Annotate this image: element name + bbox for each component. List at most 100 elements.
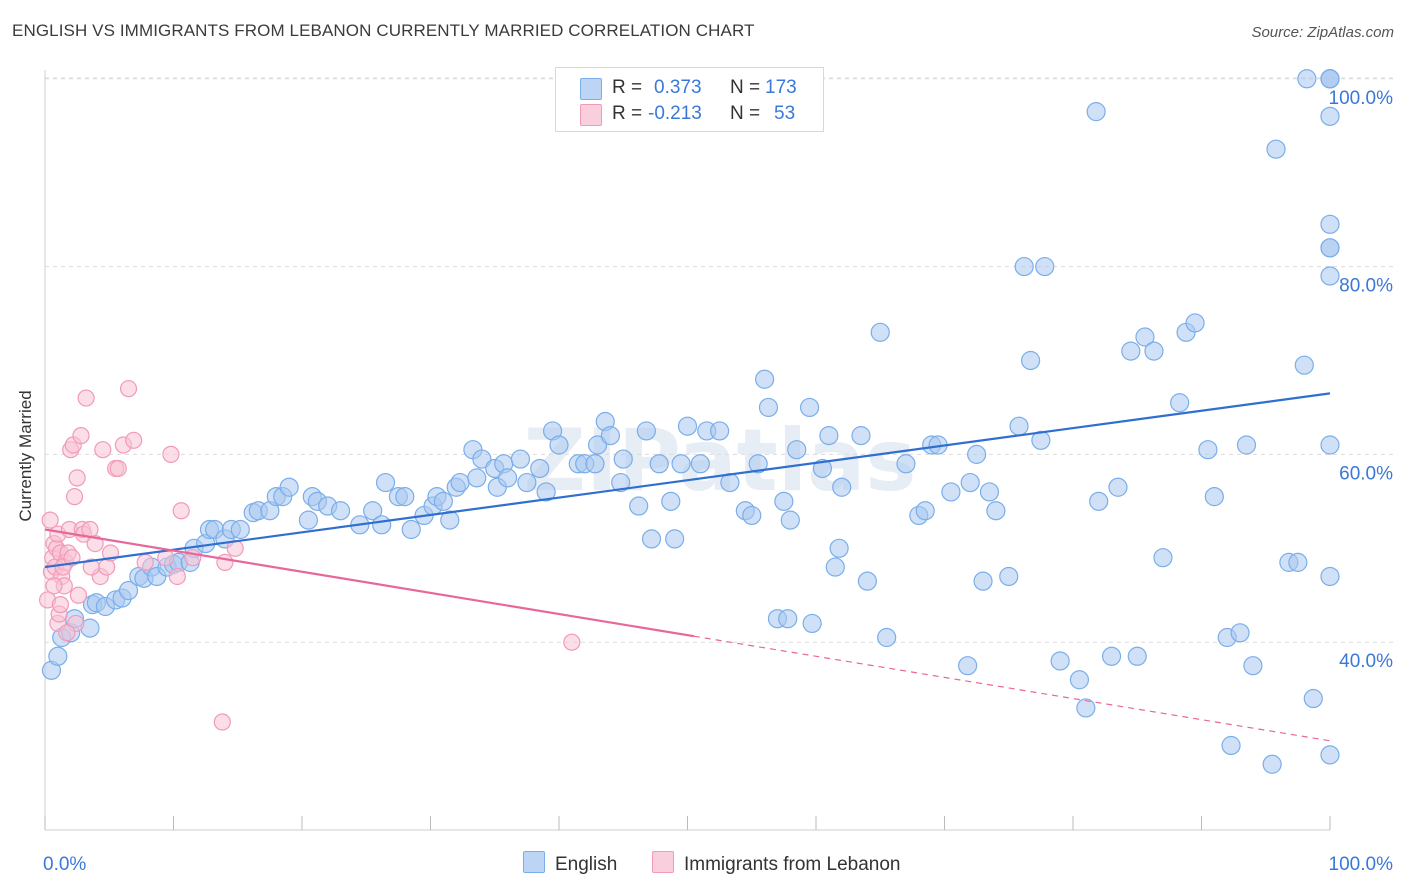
english-point bbox=[986, 501, 1006, 521]
english-point bbox=[1035, 256, 1055, 277]
bottom-legend-swatch-english bbox=[523, 851, 545, 873]
english-point bbox=[1204, 487, 1224, 507]
english-point bbox=[530, 458, 550, 479]
lebanon-point bbox=[72, 427, 90, 445]
lebanon-point bbox=[172, 502, 190, 520]
english-point bbox=[536, 482, 556, 502]
english-point bbox=[1153, 548, 1173, 568]
english-point bbox=[1009, 416, 1029, 436]
legend-n-value-english: 173 bbox=[765, 77, 797, 98]
english-point bbox=[611, 472, 631, 493]
english-point bbox=[941, 482, 961, 502]
english-point bbox=[1198, 440, 1218, 460]
legend-swatch-lebanon bbox=[580, 104, 602, 126]
english-point bbox=[758, 397, 779, 418]
lebanon-point bbox=[41, 511, 59, 529]
lebanon-point bbox=[98, 558, 116, 576]
english-point bbox=[118, 580, 139, 601]
english-point bbox=[1101, 646, 1122, 666]
english-point bbox=[1320, 69, 1340, 89]
english-point bbox=[748, 454, 768, 474]
english-point bbox=[802, 613, 822, 634]
y-axis-label: Currently Married bbox=[16, 390, 35, 522]
english-point bbox=[851, 426, 871, 446]
lebanon-point bbox=[58, 624, 76, 642]
english-point bbox=[1089, 491, 1109, 511]
english-point bbox=[677, 416, 698, 436]
english-point bbox=[1262, 754, 1282, 774]
lebanon-point bbox=[119, 380, 138, 398]
english-point bbox=[1297, 69, 1317, 89]
english-point bbox=[665, 529, 685, 549]
english-point bbox=[1320, 435, 1340, 455]
english-point bbox=[1221, 735, 1241, 756]
english-point bbox=[1303, 688, 1323, 709]
english-point bbox=[819, 426, 839, 446]
legend-r-label: R = bbox=[612, 103, 643, 124]
y-tick-label: 40.0% bbox=[1339, 651, 1393, 672]
english-point bbox=[973, 571, 993, 591]
english-point bbox=[1135, 327, 1155, 347]
source-label: Source: ZipAtlas.com bbox=[1251, 24, 1394, 41]
bottom-legend-english: English bbox=[523, 851, 617, 876]
english-point bbox=[1320, 745, 1340, 765]
lebanon-point bbox=[109, 459, 127, 478]
lebanon-point bbox=[162, 445, 180, 463]
bottom-legend-label-english: English bbox=[555, 854, 618, 875]
english-point bbox=[1121, 341, 1141, 361]
english-point bbox=[450, 472, 470, 493]
english-point bbox=[298, 510, 319, 530]
english-point bbox=[979, 482, 1000, 502]
lebanon-point bbox=[168, 567, 186, 586]
english-point bbox=[230, 519, 250, 540]
lebanon-point bbox=[563, 633, 581, 651]
english-point bbox=[1320, 266, 1340, 286]
legend-n-label: N = bbox=[730, 77, 761, 98]
english-point bbox=[467, 468, 487, 488]
english-point bbox=[1266, 139, 1286, 159]
english-point bbox=[549, 435, 569, 455]
bottom-legend-swatch-lebanon bbox=[652, 851, 674, 873]
english-point bbox=[671, 454, 691, 474]
english-point bbox=[629, 496, 649, 516]
y-tick-label: 100.0% bbox=[1329, 88, 1394, 109]
english-point bbox=[401, 519, 421, 540]
english-point bbox=[877, 627, 897, 648]
english-point bbox=[1320, 238, 1340, 258]
english-point bbox=[787, 440, 807, 460]
english-point bbox=[1230, 623, 1250, 643]
english-point bbox=[649, 454, 669, 474]
lebanon-point bbox=[136, 553, 154, 571]
english-point bbox=[742, 505, 762, 526]
lebanon-point bbox=[51, 596, 70, 614]
lebanon-trend-line bbox=[44, 528, 695, 638]
lebanon-point bbox=[77, 389, 95, 407]
english-point bbox=[1294, 355, 1314, 375]
english-point bbox=[636, 421, 656, 441]
english-point bbox=[498, 468, 518, 488]
english-point bbox=[710, 421, 730, 441]
lebanon-point bbox=[94, 441, 112, 459]
legend-r-value-english: 0.373 bbox=[654, 77, 702, 98]
x-tick-label: 0.0% bbox=[43, 854, 86, 875]
english-point bbox=[857, 571, 878, 591]
english-point bbox=[1050, 651, 1070, 671]
english-point bbox=[958, 656, 978, 676]
english-point bbox=[1144, 341, 1164, 361]
english-point bbox=[641, 529, 662, 549]
lebanon-point bbox=[82, 558, 100, 576]
english-point bbox=[690, 454, 710, 474]
english-point bbox=[1320, 566, 1340, 587]
chart-title: ENGLISH VS IMMIGRANTS FROM LEBANON CURRE… bbox=[12, 21, 755, 40]
english-point bbox=[780, 510, 800, 530]
x-tick-label: 100.0% bbox=[1329, 854, 1394, 875]
english-point bbox=[1108, 477, 1128, 497]
english-point bbox=[1243, 656, 1263, 676]
english-point bbox=[832, 477, 852, 497]
english-point bbox=[960, 472, 980, 493]
english-point bbox=[754, 369, 775, 389]
english-point bbox=[1236, 435, 1257, 455]
legend-n-value-lebanon: 53 bbox=[774, 103, 796, 124]
english-point bbox=[279, 477, 299, 497]
english-point bbox=[870, 322, 890, 342]
